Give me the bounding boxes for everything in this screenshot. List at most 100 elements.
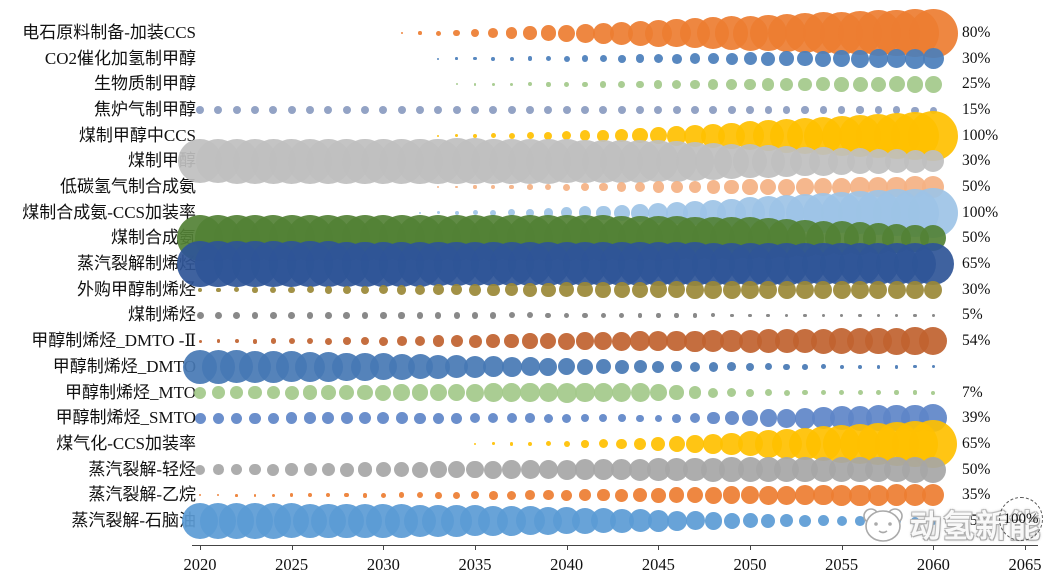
bubble xyxy=(869,280,888,299)
bubble xyxy=(491,442,495,446)
bubble xyxy=(704,486,722,504)
bubble xyxy=(288,312,296,319)
bubble xyxy=(794,407,816,429)
bubble xyxy=(746,388,754,397)
bubble xyxy=(795,485,815,506)
bubble xyxy=(597,488,610,502)
bubble xyxy=(780,77,794,91)
bubble xyxy=(563,312,570,319)
bubble xyxy=(702,330,725,353)
row-pct-label: 15% xyxy=(962,511,991,529)
row-label: 低碳氢气制合成氨 xyxy=(60,177,196,197)
row-pct-label: 7% xyxy=(962,383,983,401)
bubble xyxy=(288,338,295,345)
bubble xyxy=(540,25,556,41)
bubble xyxy=(647,510,670,532)
bubble xyxy=(672,106,681,114)
bubble xyxy=(416,106,424,115)
bubble xyxy=(648,331,669,352)
bubble xyxy=(887,280,906,299)
bubble xyxy=(340,412,353,425)
bubble xyxy=(342,337,351,346)
bubble xyxy=(546,82,551,87)
x-axis-line xyxy=(192,545,1038,546)
bubble xyxy=(556,382,577,403)
bubble xyxy=(689,53,701,64)
bubble xyxy=(633,360,647,374)
x-axis-tick xyxy=(475,545,476,550)
row-pct-label: 5% xyxy=(962,306,983,324)
bubble xyxy=(931,365,935,369)
row-pct-label: 65% xyxy=(962,434,991,452)
bubble xyxy=(523,26,537,40)
bubble xyxy=(647,458,670,481)
bubble xyxy=(455,83,458,86)
bubble xyxy=(231,464,243,476)
bubble xyxy=(711,313,716,318)
bubble xyxy=(722,280,741,299)
bubble xyxy=(285,412,298,424)
bubble xyxy=(615,488,629,502)
bubble xyxy=(284,385,299,400)
bubble xyxy=(803,313,807,318)
bubble xyxy=(414,284,426,295)
bubble xyxy=(834,77,849,92)
bubble xyxy=(544,106,553,115)
bubble xyxy=(504,333,519,349)
bubble xyxy=(820,389,827,396)
bubble xyxy=(216,287,221,293)
x-axis-tick-label: 2030 xyxy=(366,555,400,574)
bubble xyxy=(472,210,478,216)
bubble xyxy=(599,106,608,115)
bubble xyxy=(235,493,238,497)
bubble xyxy=(308,493,312,498)
bubble xyxy=(469,412,481,424)
bubble xyxy=(526,132,534,140)
bubble xyxy=(766,313,771,318)
bubble xyxy=(540,333,557,350)
bubble xyxy=(248,385,262,400)
bubble xyxy=(738,329,762,353)
bubble xyxy=(832,280,851,299)
bubble xyxy=(561,131,572,141)
bubble xyxy=(597,129,610,142)
bubble xyxy=(685,511,705,531)
bubble xyxy=(761,51,776,66)
row-pct-label: 54% xyxy=(962,332,991,350)
bubble xyxy=(306,312,314,319)
bubble xyxy=(414,412,426,424)
bubble xyxy=(545,183,552,191)
bubble xyxy=(617,106,626,115)
bubble xyxy=(819,106,828,114)
bubble xyxy=(471,491,479,500)
bubble xyxy=(722,486,741,505)
bubble xyxy=(471,106,479,115)
row-label: 煤制合成氨 xyxy=(111,228,196,248)
bubble xyxy=(434,106,443,115)
row-label: 煤制甲醇 xyxy=(128,151,196,171)
row-label: 蒸汽裂解-乙烷 xyxy=(88,485,196,505)
bubble xyxy=(361,312,369,319)
bubble xyxy=(632,128,648,144)
bubble xyxy=(723,512,740,530)
bubble xyxy=(419,211,421,214)
bubble xyxy=(306,337,314,345)
bubble xyxy=(287,106,296,115)
bubble xyxy=(815,50,832,67)
bubble xyxy=(760,178,777,196)
bubble xyxy=(231,412,243,424)
bubble xyxy=(919,327,948,356)
x-axis-tick-label: 2050 xyxy=(733,555,767,574)
bubble xyxy=(520,357,540,377)
bubble xyxy=(759,409,778,427)
bubble xyxy=(780,514,794,528)
bubble xyxy=(618,80,626,88)
x-axis-tick-label: 2045 xyxy=(641,555,675,574)
bubble xyxy=(851,49,869,68)
bubble xyxy=(922,484,945,507)
bubble xyxy=(746,106,754,114)
bubble xyxy=(633,488,647,503)
row-pct-label: 35% xyxy=(962,486,991,504)
bubble xyxy=(507,106,516,115)
bubble xyxy=(672,413,682,423)
